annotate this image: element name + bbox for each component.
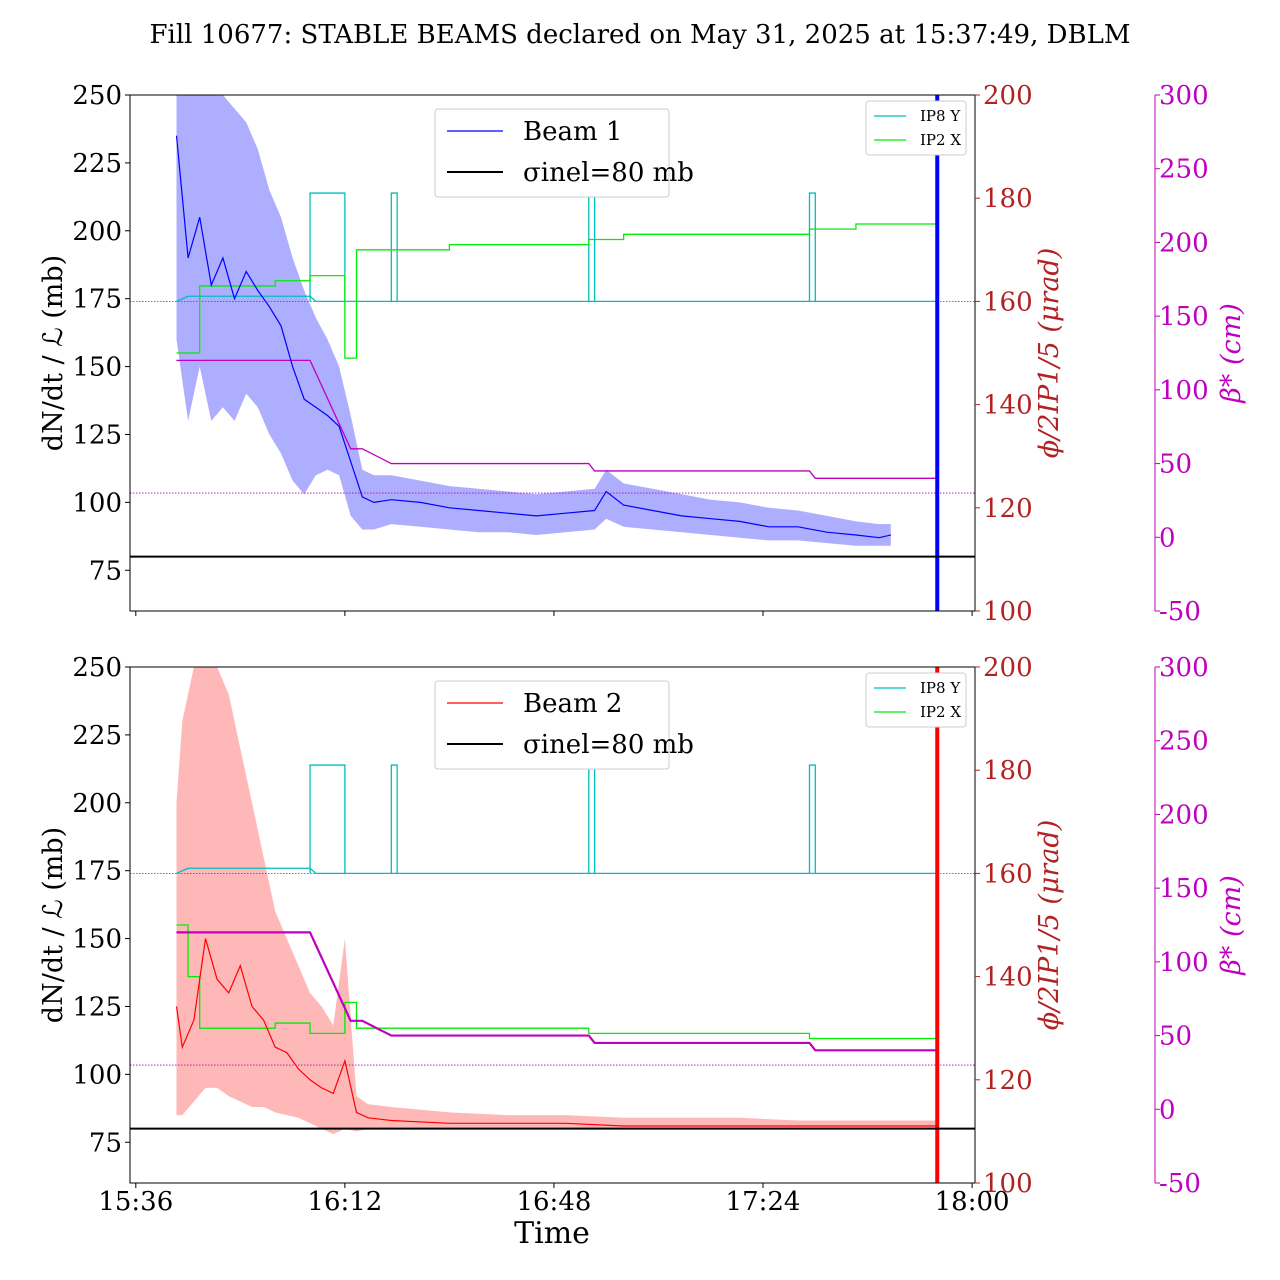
- figure-title: Fill 10677: STABLE BEAMS declared on May…: [149, 20, 1131, 50]
- ip8y-step-2: [588, 192, 596, 302]
- y-right1-tick-label: 180: [983, 184, 1033, 214]
- y-right1-tick-label: 180: [983, 756, 1033, 786]
- y-right2-tick-label: 300: [1159, 653, 1209, 683]
- x-axis-label: Time: [514, 1216, 590, 1251]
- y-tick-label: 200: [72, 217, 122, 247]
- y-right2-axis-label: β* (cm): [1216, 303, 1247, 403]
- beam-line: [175, 938, 938, 1127]
- y-tick-label: 150: [72, 353, 122, 383]
- y-tick-label: 75: [89, 556, 122, 586]
- y-tick-label: 150: [72, 925, 122, 955]
- y-right2-tick-label: 300: [1159, 81, 1209, 111]
- y-axis-label: dN/dt / ℒ (mb): [38, 255, 69, 451]
- y-right1-tick-label: 200: [983, 653, 1033, 683]
- beam-end-spike: [935, 95, 940, 611]
- y-tick-label: 250: [72, 653, 122, 683]
- y-tick-label: 100: [72, 1060, 122, 1090]
- x-tick-label: 18:00: [935, 1187, 1010, 1217]
- y-tick-label: 100: [72, 488, 122, 518]
- y-right2-tick-label: 200: [1159, 800, 1209, 830]
- ip8y-step-0: [309, 192, 346, 302]
- y-right2-tick-label: 200: [1159, 228, 1209, 258]
- y-axis-label: dN/dt / ℒ (mb): [38, 827, 69, 1023]
- panel-top: 75 100 125 150 175 200 225 250 100 120 140 160 180 20…: [38, 81, 1247, 627]
- x-tick-label: 15:36: [98, 1187, 173, 1217]
- y-right1-tick-label: 120: [983, 494, 1033, 524]
- y-right1-tick-label: 100: [983, 597, 1033, 627]
- legend-sigma-label: σinel=80 mb: [523, 730, 694, 760]
- y-right1-tick-label: 100: [983, 1169, 1033, 1199]
- ip8y-step-1: [390, 764, 398, 874]
- legend-ip2x-label: IP2 X: [920, 703, 961, 721]
- plot-area: [130, 667, 975, 1183]
- ip8y-step-0: [309, 764, 346, 874]
- plot-frame: [129, 666, 976, 1184]
- ip8y-step-3: [808, 764, 816, 874]
- beam-line: [175, 135, 891, 539]
- legend-ip8y-label: IP8 Y: [920, 679, 961, 697]
- y-right2-tick-label: 250: [1159, 155, 1209, 185]
- y-tick-label: 125: [72, 992, 122, 1022]
- y-right1-tick-label: 140: [983, 963, 1033, 993]
- legend-sigma-label: σinel=80 mb: [523, 158, 694, 188]
- plot-frame: [129, 94, 976, 612]
- y-tick-label: 225: [72, 721, 122, 751]
- betastar-line: [176, 359, 938, 479]
- y-right2-tick-label: 150: [1159, 302, 1209, 332]
- y-right1-tick-label: 140: [983, 391, 1033, 421]
- x-tick-label: 16:48: [516, 1187, 591, 1217]
- y-tick-label: 225: [72, 149, 122, 179]
- legend-beam-label: Beam 2: [523, 689, 622, 719]
- y-right2-tick-label: 150: [1159, 874, 1209, 904]
- ip8y-step-1: [390, 192, 398, 302]
- y-right1-tick-label: 200: [983, 81, 1033, 111]
- ip8y-line: [176, 867, 938, 875]
- plot-area: [130, 95, 975, 611]
- y-right2-tick-label: 100: [1159, 376, 1209, 406]
- y-right2-tick-label: 100: [1159, 948, 1209, 978]
- ip8y-step-2: [588, 764, 596, 874]
- y-tick-label: 250: [72, 81, 122, 111]
- y-tick-label: 75: [89, 1128, 122, 1158]
- y-right2-tick-label: 50: [1159, 450, 1192, 480]
- y-right1-tick-label: 160: [983, 287, 1033, 317]
- y-right2-tick-label: -50: [1159, 597, 1201, 627]
- y-right2-tick-label: 0: [1159, 523, 1176, 553]
- legend-ip2x-label: IP2 X: [920, 131, 961, 149]
- x-tick-label: 17:24: [726, 1187, 801, 1217]
- beam-band: [176, 95, 891, 546]
- y-right2-tick-label: 250: [1159, 727, 1209, 757]
- y-tick-label: 175: [72, 285, 122, 315]
- y-tick-label: 175: [72, 857, 122, 887]
- ip2x-line: [176, 223, 938, 359]
- y-right2-tick-label: -50: [1159, 1169, 1201, 1199]
- legend-ip-box: [865, 100, 967, 156]
- panel-bottom: 75 100 125 150 175 200 225 250 100 120 140 160 180 20…: [38, 653, 1247, 1217]
- y-right2-axis-label: β* (cm): [1216, 875, 1247, 975]
- y-tick-label: 200: [72, 789, 122, 819]
- y-right1-tick-label: 160: [983, 859, 1033, 889]
- legend-ip-box: [865, 672, 967, 728]
- y-right2-tick-label: 50: [1159, 1022, 1192, 1052]
- ip2x-line: [176, 924, 938, 1044]
- beam-end-spike: [935, 667, 940, 1183]
- betastar-line: [176, 931, 938, 1052]
- legend-ip8y-label: IP8 Y: [920, 107, 961, 125]
- y-tick-label: 125: [72, 420, 122, 450]
- y-right1-tick-label: 120: [983, 1066, 1033, 1096]
- ip8y-step-3: [808, 192, 816, 302]
- y-right2-tick-label: 0: [1159, 1095, 1176, 1125]
- x-tick-label: 16:12: [307, 1187, 382, 1217]
- beam-band: [176, 667, 938, 1135]
- y-right1-axis-label: ϕ/2IP1/5 (μrad): [1034, 248, 1065, 458]
- legend-beam-label: Beam 1: [523, 117, 622, 147]
- y-right1-axis-label: ϕ/2IP1/5 (μrad): [1034, 820, 1065, 1030]
